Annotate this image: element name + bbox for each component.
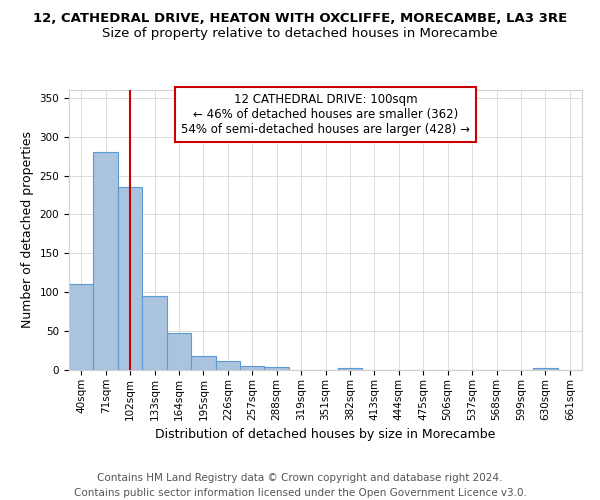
Text: Contains HM Land Registry data © Crown copyright and database right 2024.
Contai: Contains HM Land Registry data © Crown c… xyxy=(74,472,526,498)
Bar xyxy=(338,368,362,370)
Text: Size of property relative to detached houses in Morecambe: Size of property relative to detached ho… xyxy=(102,28,498,40)
Bar xyxy=(191,356,215,370)
Bar xyxy=(118,187,142,370)
Bar xyxy=(94,152,118,370)
X-axis label: Distribution of detached houses by size in Morecambe: Distribution of detached houses by size … xyxy=(155,428,496,441)
Bar xyxy=(167,332,191,370)
Text: 12 CATHEDRAL DRIVE: 100sqm
← 46% of detached houses are smaller (362)
54% of sem: 12 CATHEDRAL DRIVE: 100sqm ← 46% of deta… xyxy=(181,93,470,136)
Bar xyxy=(533,368,557,370)
Bar xyxy=(265,367,289,370)
Bar xyxy=(215,360,240,370)
Text: 12, CATHEDRAL DRIVE, HEATON WITH OXCLIFFE, MORECAMBE, LA3 3RE: 12, CATHEDRAL DRIVE, HEATON WITH OXCLIFF… xyxy=(33,12,567,26)
Bar xyxy=(69,284,94,370)
Bar xyxy=(142,296,167,370)
Y-axis label: Number of detached properties: Number of detached properties xyxy=(21,132,34,328)
Bar xyxy=(240,366,265,370)
